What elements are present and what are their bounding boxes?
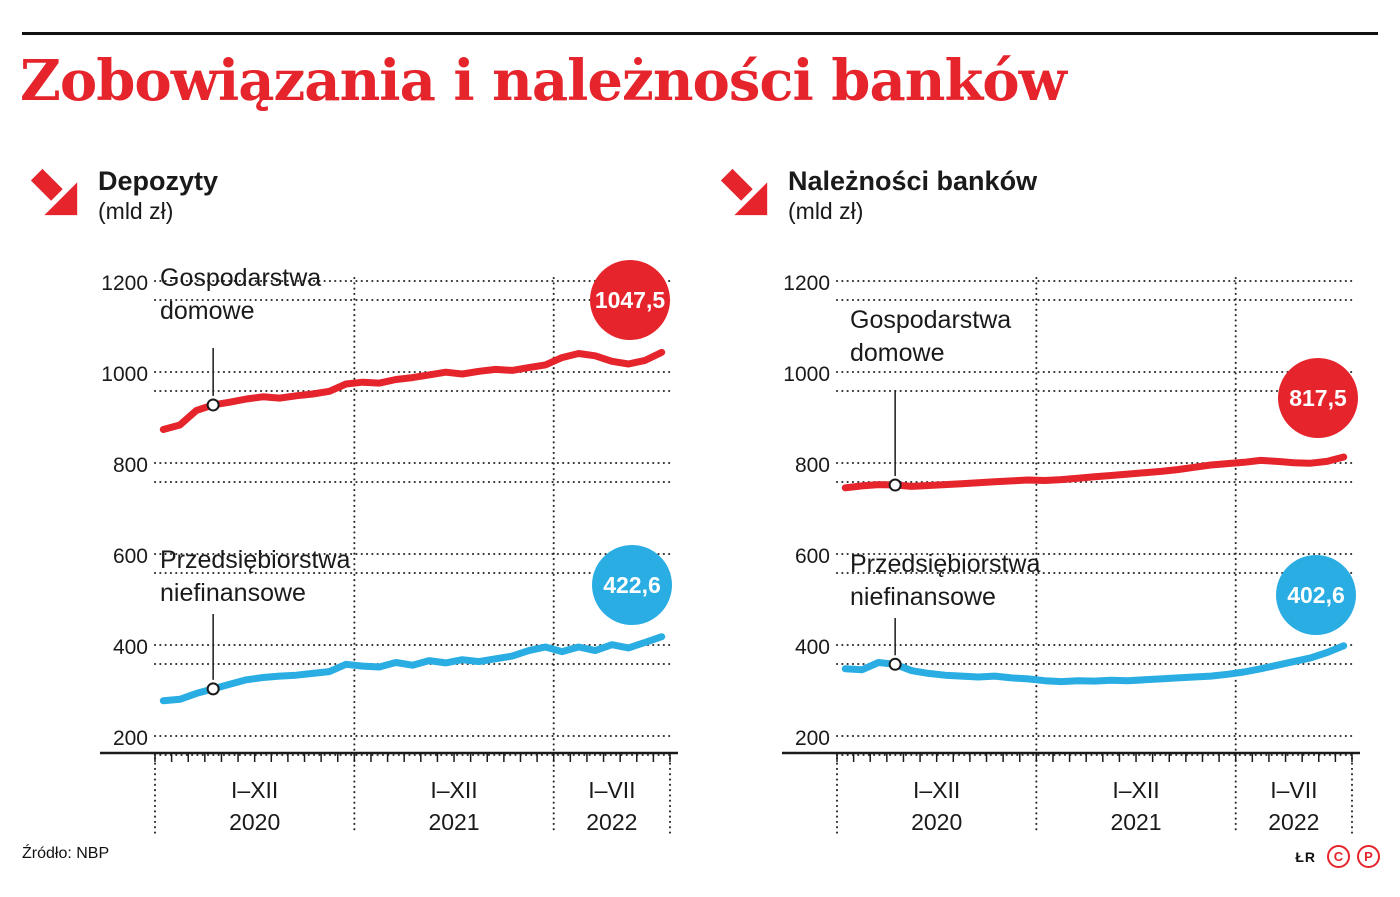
svg-text:2020: 2020: [229, 809, 280, 835]
series-label-households: Gospodarstwa domowe: [160, 264, 322, 325]
svg-text:I–XII: I–XII: [1112, 777, 1159, 803]
chart-svg-0: 20040060080010001200I–XII2020I–XII2021I–…: [100, 260, 678, 835]
series-line-blue: [841, 642, 1348, 686]
credits: ŁR C P: [1295, 845, 1380, 868]
y-axis-labels: 200 400 600 800 1000 1200: [101, 272, 148, 750]
top-rule: [22, 32, 1378, 35]
svg-text:2022: 2022: [586, 809, 637, 835]
svg-text:1200: 1200: [783, 272, 830, 295]
value-badge-red: 1047,5: [590, 260, 670, 340]
chart-unit: (mld zł): [788, 198, 864, 225]
svg-text:1000: 1000: [101, 363, 148, 386]
x-axis-labels: I–XII 2020 I–XII 2021 I–VII 2022: [229, 777, 637, 835]
svg-text:200: 200: [795, 727, 830, 750]
panel-titles: Należności banków (mld zł): [788, 166, 1037, 227]
svg-text:600: 600: [795, 545, 830, 568]
value-badge-blue: 422,6: [592, 545, 672, 625]
svg-text:800: 800: [795, 454, 830, 477]
chart-unit: (mld zł): [98, 198, 174, 225]
svg-text:1000: 1000: [783, 363, 830, 386]
chart-heading: Depozyty: [98, 166, 219, 196]
svg-text:I–XII: I–XII: [231, 777, 278, 803]
svg-text:400: 400: [795, 636, 830, 659]
series-callout: [888, 618, 902, 671]
chart-svg-1: 20040060080010001200I–XII2020I–XII2021I–…: [782, 272, 1360, 835]
series-marker: [888, 478, 902, 492]
svg-text:400: 400: [113, 636, 148, 659]
down-right-arrow-icon: [720, 168, 768, 216]
chart-naleznosci: 200 400 600 800 1000 1200 I–XII 2020 I–XII 2021 I–…: [742, 248, 1382, 843]
panel-header-naleznosci: Należności banków (mld zł): [718, 166, 1037, 227]
series-callout: [206, 348, 220, 412]
svg-text:I–XII: I–XII: [913, 777, 960, 803]
svg-text:402,6: 402,6: [1287, 582, 1345, 608]
down-right-arrow-icon: [30, 168, 78, 216]
svg-text:I–VII: I–VII: [1270, 777, 1317, 803]
panel-titles: Depozyty (mld zł): [98, 166, 218, 227]
series-marker: [206, 398, 220, 412]
series-line-red: [159, 348, 666, 433]
svg-text:600: 600: [113, 545, 148, 568]
gridlines: [835, 279, 1354, 757]
copyright-p-icon: P: [1357, 845, 1380, 868]
source-note: Źródło: NBP: [22, 845, 110, 862]
x-axis: [782, 751, 1360, 762]
svg-text:I–XII: I–XII: [430, 777, 477, 803]
copyright-c-icon: C: [1327, 845, 1350, 868]
series-callout: [206, 614, 220, 696]
series-line-blue: [159, 633, 666, 705]
series-line-red: [841, 453, 1348, 492]
series-callout: [888, 390, 902, 492]
chart-heading: Należności banków: [788, 166, 1038, 196]
chart-depozyty: 200 400 600 800 1000 1200 I–XII 2020 I–XII 2021 I–…: [60, 248, 700, 843]
svg-text:2021: 2021: [1110, 809, 1161, 835]
series-marker: [888, 657, 902, 671]
y-axis-labels: 200 400 600 800 1000 1200: [783, 272, 830, 750]
value-badge-blue: 402,6: [1276, 555, 1356, 635]
page-title: Zobowiązania i należności banków: [20, 48, 1067, 114]
x-axis: [100, 751, 678, 762]
svg-text:2021: 2021: [428, 809, 479, 835]
series-label-enterprises: Przedsiębiorstwa niefinansowe: [850, 550, 1041, 611]
author-initials: ŁR: [1295, 848, 1316, 865]
svg-text:200: 200: [113, 727, 148, 750]
value-badge-red: 817,5: [1278, 358, 1358, 438]
svg-text:422,6: 422,6: [603, 572, 661, 598]
panel-header-depozyty: Depozyty (mld zł): [28, 166, 218, 227]
svg-text:2022: 2022: [1268, 809, 1319, 835]
x-axis-labels: I–XII 2020 I–XII 2021 I–VII 2022: [911, 777, 1319, 835]
svg-text:1047,5: 1047,5: [595, 287, 666, 313]
svg-text:2020: 2020: [911, 809, 962, 835]
series-label-households: Gospodarstwa domowe: [850, 306, 1012, 367]
svg-text:I–VII: I–VII: [588, 777, 635, 803]
series-marker: [206, 682, 220, 696]
svg-text:817,5: 817,5: [1289, 385, 1347, 411]
series-label-enterprises: Przedsiębiorstwa niefinansowe: [160, 546, 351, 607]
svg-text:1200: 1200: [101, 272, 148, 295]
svg-text:800: 800: [113, 454, 148, 477]
